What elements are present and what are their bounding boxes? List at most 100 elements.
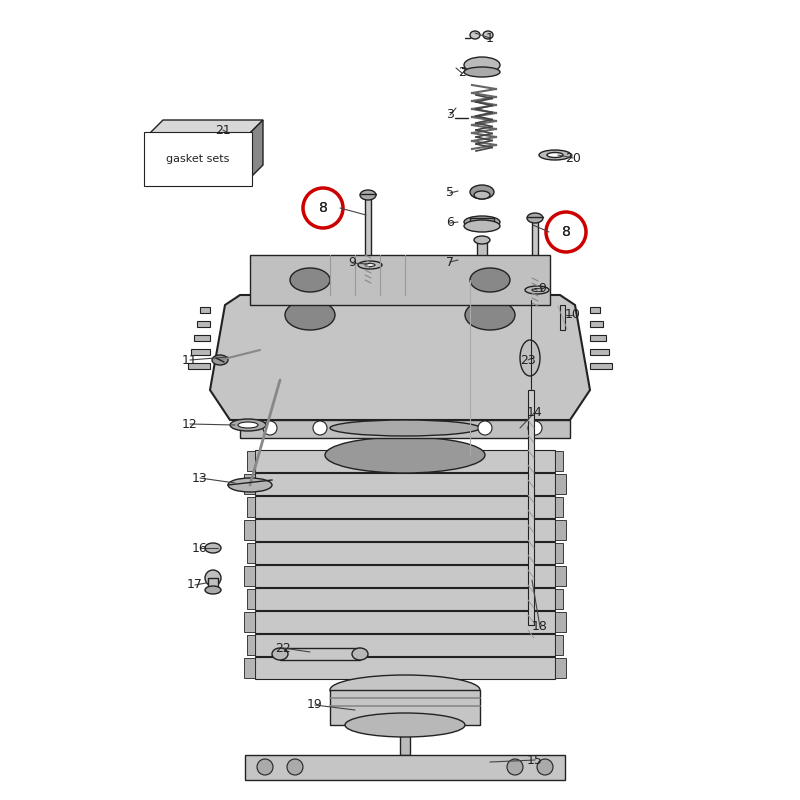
Ellipse shape	[358, 261, 382, 269]
Text: 8: 8	[562, 225, 570, 239]
Polygon shape	[210, 295, 590, 420]
Bar	[255, 588, 555, 610]
Ellipse shape	[238, 422, 258, 428]
Bar	[148, 135, 248, 180]
Ellipse shape	[464, 57, 500, 73]
Text: 2: 2	[458, 66, 466, 79]
Circle shape	[478, 421, 492, 435]
Text: 3: 3	[446, 109, 454, 122]
Ellipse shape	[330, 420, 480, 436]
Bar	[555, 497, 563, 517]
Bar	[247, 451, 255, 471]
Bar	[365, 195, 371, 275]
Bar	[240, 420, 570, 438]
Ellipse shape	[474, 191, 490, 199]
Ellipse shape	[464, 67, 500, 77]
Bar	[255, 450, 555, 472]
Bar	[470, 218, 494, 226]
Ellipse shape	[205, 543, 221, 553]
Bar	[555, 451, 563, 471]
Ellipse shape	[228, 478, 272, 492]
Text: gasket sets: gasket sets	[166, 154, 230, 164]
Text: 18: 18	[532, 621, 548, 634]
Text: 19: 19	[307, 698, 323, 711]
Bar	[528, 390, 534, 625]
Bar	[245, 755, 565, 780]
Text: 11: 11	[182, 354, 198, 366]
Text: 10: 10	[565, 309, 581, 322]
Polygon shape	[248, 120, 263, 180]
Bar	[255, 496, 555, 518]
Bar	[590, 349, 609, 355]
Bar	[244, 658, 255, 678]
Ellipse shape	[352, 648, 368, 660]
Text: 23: 23	[520, 354, 536, 366]
Ellipse shape	[520, 340, 540, 376]
Bar	[200, 307, 210, 313]
Circle shape	[263, 421, 277, 435]
Bar	[555, 543, 563, 563]
Bar	[244, 612, 255, 632]
Ellipse shape	[205, 570, 221, 586]
Bar	[255, 657, 555, 679]
Bar	[250, 255, 550, 305]
Bar	[255, 473, 555, 495]
Text: 22: 22	[275, 642, 291, 654]
Bar	[244, 566, 255, 586]
Ellipse shape	[525, 286, 549, 294]
Circle shape	[313, 421, 327, 435]
Ellipse shape	[365, 263, 375, 266]
Ellipse shape	[532, 289, 542, 291]
Text: 21: 21	[215, 123, 231, 137]
Bar	[194, 335, 210, 341]
Ellipse shape	[539, 150, 571, 160]
Bar	[590, 307, 600, 313]
Ellipse shape	[470, 185, 494, 199]
Ellipse shape	[464, 220, 500, 232]
Text: 14: 14	[527, 406, 543, 418]
Bar	[555, 474, 566, 494]
Text: 9: 9	[348, 257, 356, 270]
Ellipse shape	[290, 268, 330, 292]
Ellipse shape	[345, 713, 465, 737]
Ellipse shape	[205, 586, 221, 594]
Bar	[244, 474, 255, 494]
Circle shape	[528, 421, 542, 435]
Bar	[191, 349, 210, 355]
Bar	[255, 565, 555, 587]
Bar	[560, 305, 565, 330]
Bar	[197, 321, 210, 327]
Bar	[188, 363, 210, 369]
Text: 17: 17	[187, 578, 203, 591]
Bar	[280, 648, 360, 660]
Text: 7: 7	[446, 255, 454, 269]
Ellipse shape	[470, 268, 510, 292]
Bar	[247, 589, 255, 609]
Text: 5: 5	[446, 186, 454, 199]
Text: 20: 20	[565, 151, 581, 165]
Bar	[590, 335, 606, 341]
Ellipse shape	[272, 648, 288, 660]
Circle shape	[257, 759, 273, 775]
Bar	[555, 635, 563, 655]
Ellipse shape	[212, 355, 228, 365]
Text: 12: 12	[182, 418, 198, 430]
Ellipse shape	[483, 31, 493, 39]
Ellipse shape	[330, 675, 480, 705]
Text: 13: 13	[192, 471, 208, 485]
Bar	[255, 542, 555, 564]
Bar	[590, 321, 603, 327]
Ellipse shape	[470, 31, 480, 39]
Bar	[555, 658, 566, 678]
Text: 6: 6	[446, 217, 454, 230]
Bar	[477, 240, 487, 280]
Bar	[330, 690, 480, 725]
Bar	[555, 566, 566, 586]
Text: 9: 9	[538, 282, 546, 294]
Bar	[400, 725, 410, 755]
Circle shape	[287, 759, 303, 775]
Bar	[247, 497, 255, 517]
Bar	[255, 519, 555, 541]
Circle shape	[507, 759, 523, 775]
Bar	[247, 635, 255, 655]
